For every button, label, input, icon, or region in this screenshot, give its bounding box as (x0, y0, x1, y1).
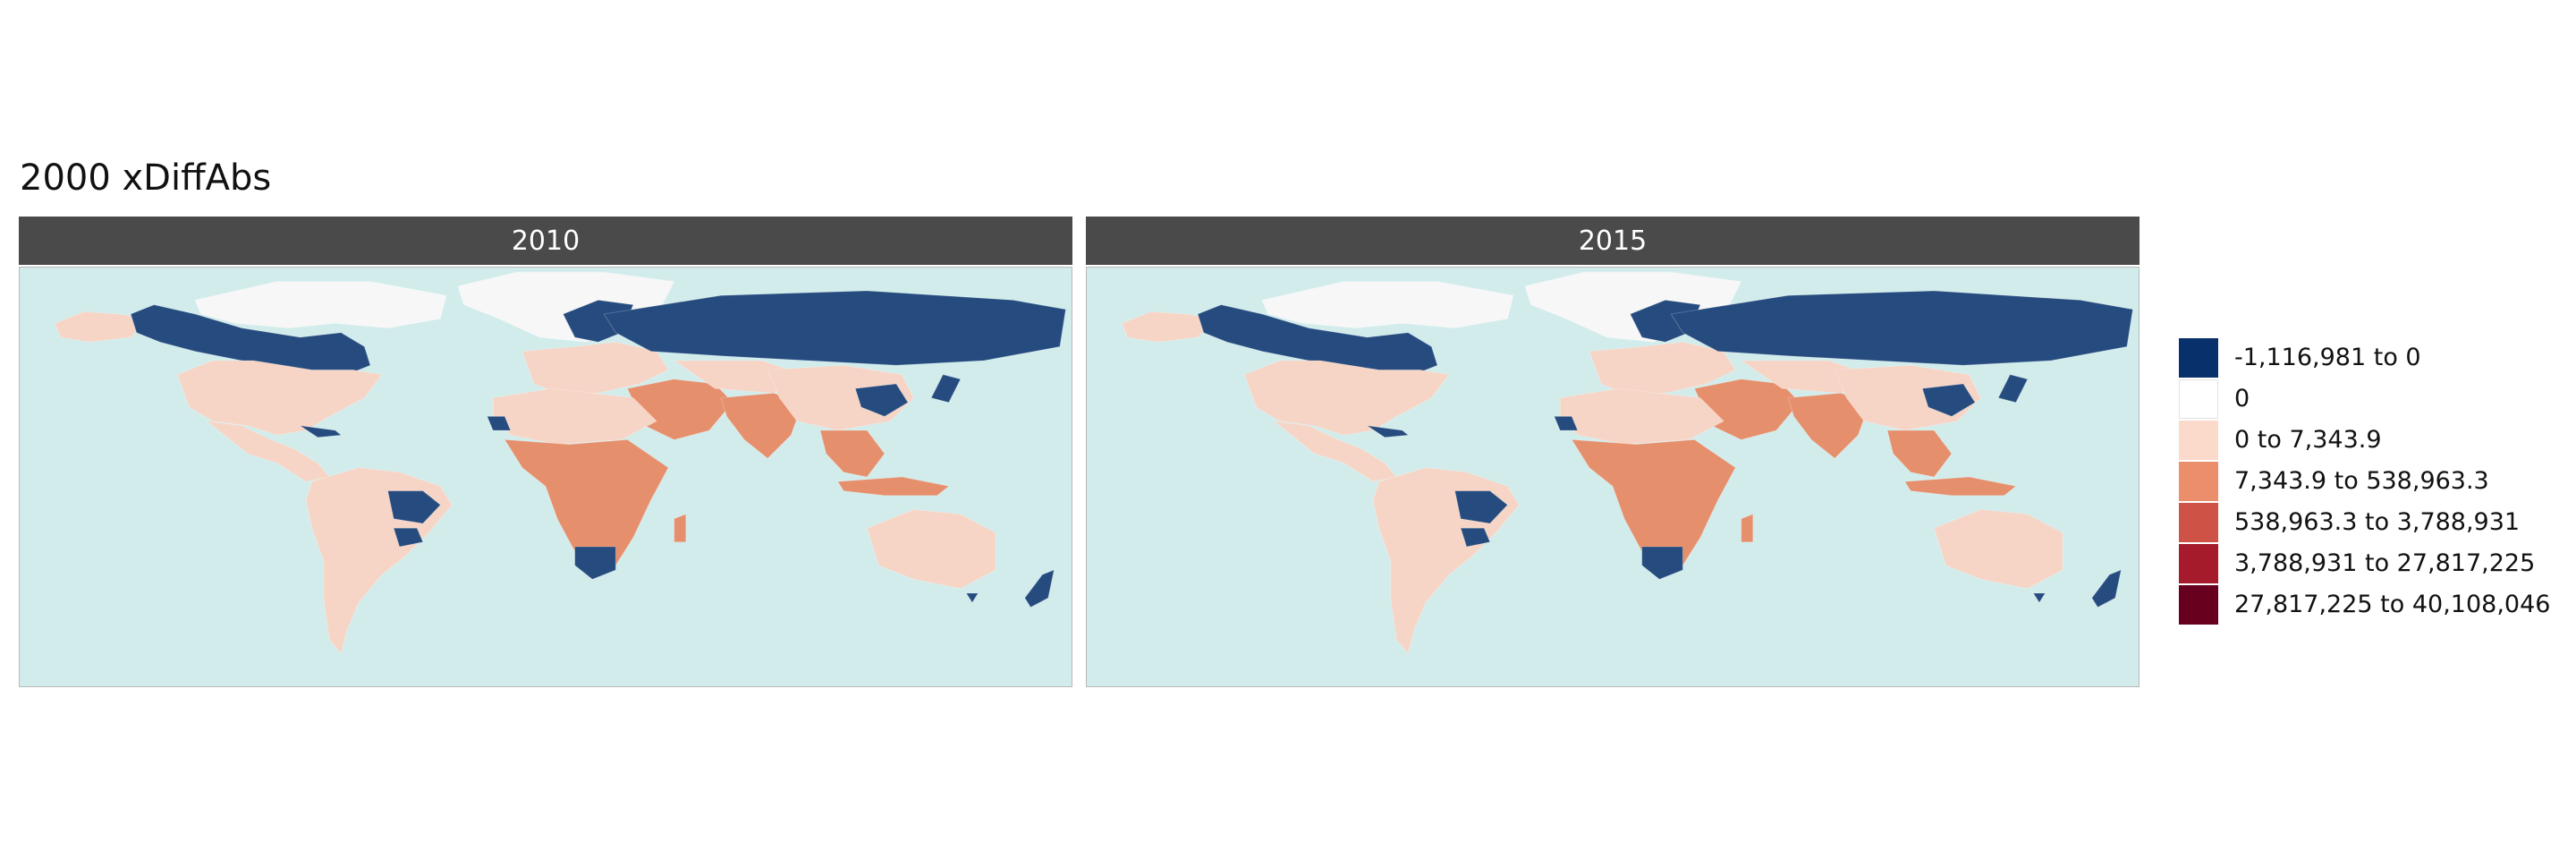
region-europe (1589, 341, 1736, 394)
region-china (767, 364, 915, 431)
region-southeast-asia (819, 430, 886, 478)
region-madagascar (1741, 513, 1754, 543)
legend-swatch (2179, 585, 2218, 625)
region-canadian-arctic (1261, 281, 1514, 328)
facet-strip-label: 2015 (1086, 217, 2140, 265)
region-japan (1997, 374, 2029, 404)
region-europe (521, 341, 669, 394)
region-canada-north (1197, 304, 1438, 376)
region-south-america (1372, 467, 1521, 655)
region-brazil-patches (387, 490, 442, 524)
legend-swatch (2179, 421, 2218, 460)
region-tasmania (2032, 592, 2046, 604)
region-japan (930, 374, 962, 404)
region-west-africa (486, 416, 512, 431)
region-west-africa (1553, 416, 1579, 431)
region-middle-east (626, 378, 733, 440)
region-australia (1933, 508, 2063, 590)
region-brazil-south (1460, 527, 1491, 548)
legend-label: 7,343.9 to 538,963.3 (2234, 467, 2489, 495)
legend-label: 0 to 7,343.9 (2234, 426, 2382, 454)
region-southern-africa (1641, 546, 1683, 580)
legend-label: 3,788,931 to 27,817,225 (2234, 549, 2536, 577)
facet-panel-2015: 2015 (1086, 217, 2140, 687)
region-china (1834, 364, 1982, 431)
region-svalbard (1653, 287, 1684, 303)
legend-label: -1,116,981 to 0 (2234, 344, 2421, 371)
region-south-america (305, 467, 453, 655)
region-madagascar (674, 513, 687, 543)
region-new-zealand (1024, 569, 1055, 608)
region-new-zealand (2091, 569, 2123, 608)
region-southeast-asia (1886, 430, 1953, 478)
region-svalbard (586, 287, 617, 303)
facet-panel-2010: 2010 (19, 217, 1072, 687)
region-indonesia (836, 476, 950, 497)
region-canada-north (130, 304, 371, 376)
region-brazil-south (393, 527, 424, 548)
world-map (1086, 267, 2140, 687)
legend-swatch (2179, 462, 2218, 501)
world-map (19, 267, 1072, 687)
region-middle-east (1693, 378, 1801, 440)
legend-swatch (2179, 338, 2218, 378)
region-caribbean (1365, 425, 1410, 438)
region-indonesia (1903, 476, 2017, 497)
map-title: 2000 xDiffAbs (20, 157, 272, 199)
region-east-china (1921, 383, 1976, 417)
legend-label: 27,817,225 to 40,108,046 (2234, 591, 2551, 618)
region-usa (176, 360, 383, 436)
legend-label: 538,963.3 to 3,788,931 (2234, 508, 2521, 536)
region-canadian-arctic (194, 281, 447, 328)
region-southern-africa (574, 546, 616, 580)
legend-swatch (2179, 544, 2218, 583)
region-russia (603, 290, 1067, 366)
legend-swatch (2179, 503, 2218, 542)
facet-strip-label: 2010 (19, 217, 1072, 265)
region-australia (866, 508, 996, 590)
region-brazil-patches (1454, 490, 1509, 524)
region-usa (1243, 360, 1450, 436)
legend-swatch (2179, 379, 2218, 419)
region-caribbean (298, 425, 343, 438)
region-russia (1670, 290, 2134, 366)
region-east-china (854, 383, 909, 417)
legend-label: 0 (2234, 385, 2250, 412)
region-tasmania (965, 592, 979, 604)
